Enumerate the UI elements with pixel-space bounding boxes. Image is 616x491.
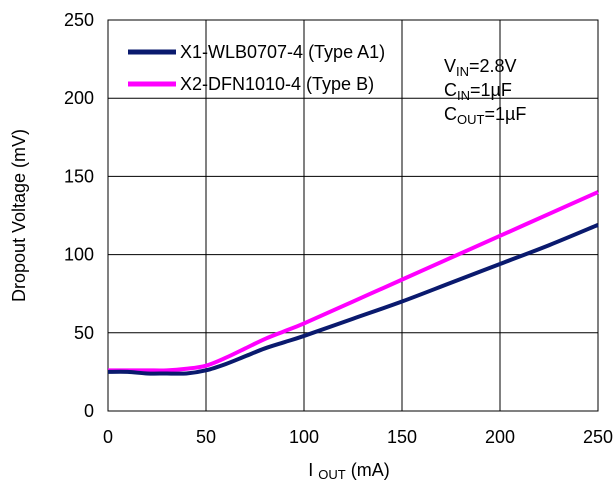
condition-line-1: VIN=2.8V: [444, 56, 517, 79]
y-axis-label: Dropout Voltage (mV): [9, 129, 29, 302]
series-lines: [107, 190, 599, 376]
x-tick-label: 200: [485, 427, 515, 447]
x-tick-label: 150: [387, 427, 417, 447]
x-tick-label: 100: [289, 427, 319, 447]
x-tick-label: 0: [103, 427, 113, 447]
y-tick-label: 100: [64, 245, 94, 265]
x-axis-label-sub: OUT: [318, 467, 346, 482]
x-tick-label: 50: [196, 427, 216, 447]
legend-label-1: X1-WLB0707-4 (Type A1): [180, 42, 385, 62]
condition-line-3: COUT=1µF: [444, 104, 526, 127]
y-tick-labels: 0 50 100 150 200 250: [64, 10, 94, 421]
x-axis-label: I OUT (mA): [308, 460, 389, 482]
series-line-2: [107, 190, 599, 373]
y-tick-label: 50: [74, 323, 94, 343]
y-tick-label: 250: [64, 10, 94, 30]
x-axis-label-main: I: [308, 460, 313, 480]
legend-label-2: X2-DFN1010-4 (Type B): [180, 74, 374, 94]
x-tick-label: 250: [583, 427, 613, 447]
legend: X1-WLB0707-4 (Type A1) X2-DFN1010-4 (Type…: [128, 42, 385, 94]
plot-frame: [107, 19, 599, 412]
x-tick-labels: 0 50 100 150 200 250: [103, 427, 613, 447]
y-tick-label: 200: [64, 88, 94, 108]
y-tick-label: 0: [84, 401, 94, 421]
y-tick-label: 150: [64, 166, 94, 186]
x-axis-label-unit: (mA): [346, 460, 390, 480]
series-line-1: [107, 223, 599, 376]
grid-lines: [108, 20, 598, 411]
condition-line-2: CIN=1µF: [444, 80, 512, 103]
